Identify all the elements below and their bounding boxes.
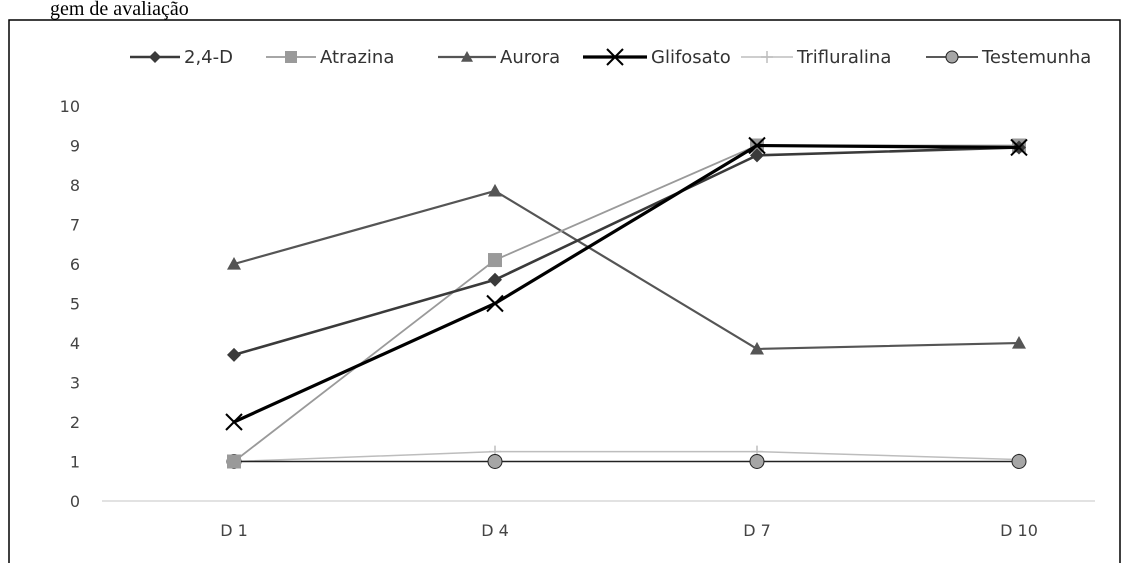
y-tick-label: 7 (70, 216, 80, 235)
legend-item-2-4-d: 2,4-D (130, 47, 233, 68)
legend-marker-testemunha (946, 51, 958, 63)
series-line-glifosato (234, 146, 1019, 423)
x-tick-label: D 7 (743, 521, 771, 540)
legend-label: Trifluralina (796, 47, 891, 68)
legend: 2,4-D Atrazina Aurora Glifosato Trifluralina… (130, 47, 1091, 68)
y-axis-ticks: 0 1 2 3 4 5 6 7 8 9 10 (60, 97, 80, 511)
y-tick-label: 8 (70, 176, 80, 195)
data-point-aurora (488, 184, 502, 197)
legend-marker-atrazina (285, 51, 297, 63)
series-line-2-4-d (234, 147, 1019, 354)
series-layer (226, 138, 1027, 469)
data-point-atrazina (227, 455, 241, 469)
legend-item-aurora: Aurora (438, 47, 560, 68)
y-tick-label: 1 (70, 453, 80, 472)
y-tick-label: 2 (70, 413, 80, 432)
series-aurora (227, 184, 1026, 355)
legend-item-testemunha: Testemunha (926, 47, 1091, 68)
legend-label: 2,4-D (184, 47, 233, 68)
y-tick-label: 6 (70, 255, 80, 274)
series-line-atrazina (234, 146, 1019, 462)
series-trifluralina (228, 446, 1025, 468)
legend-marker-2-4-d (149, 51, 161, 63)
data-point-2-4-d (227, 348, 241, 362)
data-point-atrazina (488, 253, 502, 267)
legend-marker-trifluralina (761, 51, 773, 63)
legend-label: Glifosato (651, 47, 731, 68)
x-tick-label: D 1 (220, 521, 248, 540)
data-point-glifosato (487, 296, 503, 312)
y-tick-label: 3 (70, 374, 80, 393)
caption-text: gem de avaliação (50, 0, 189, 20)
y-tick-label: 0 (70, 492, 80, 511)
series-line-trifluralina (234, 452, 1019, 462)
y-tick-label: 9 (70, 137, 80, 156)
series-glifosato (226, 138, 1027, 431)
x-tick-label: D 4 (481, 521, 509, 540)
series-2-4-d (227, 140, 1026, 361)
y-tick-label: 5 (70, 295, 80, 314)
y-tick-label: 4 (70, 334, 80, 353)
legend-item-glifosato: Glifosato (583, 47, 731, 68)
x-axis-ticks: D 1 D 4 D 7 D 10 (220, 521, 1038, 540)
legend-label: Testemunha (981, 47, 1091, 68)
data-point-2-4-d (488, 273, 502, 287)
legend-item-trifluralina: Trifluralina (741, 47, 891, 68)
y-tick-label: 10 (60, 97, 80, 116)
data-point-testemunha (750, 455, 764, 469)
data-point-glifosato (226, 414, 242, 430)
series-atrazina (227, 139, 1026, 469)
data-point-testemunha (488, 455, 502, 469)
data-point-testemunha (1012, 455, 1026, 469)
chart-border (9, 20, 1120, 563)
series-line-aurora (234, 191, 1019, 349)
x-tick-label: D 10 (1000, 521, 1038, 540)
legend-item-atrazina: Atrazina (266, 47, 394, 68)
legend-label: Atrazina (320, 47, 394, 68)
legend-label: Aurora (500, 47, 560, 68)
